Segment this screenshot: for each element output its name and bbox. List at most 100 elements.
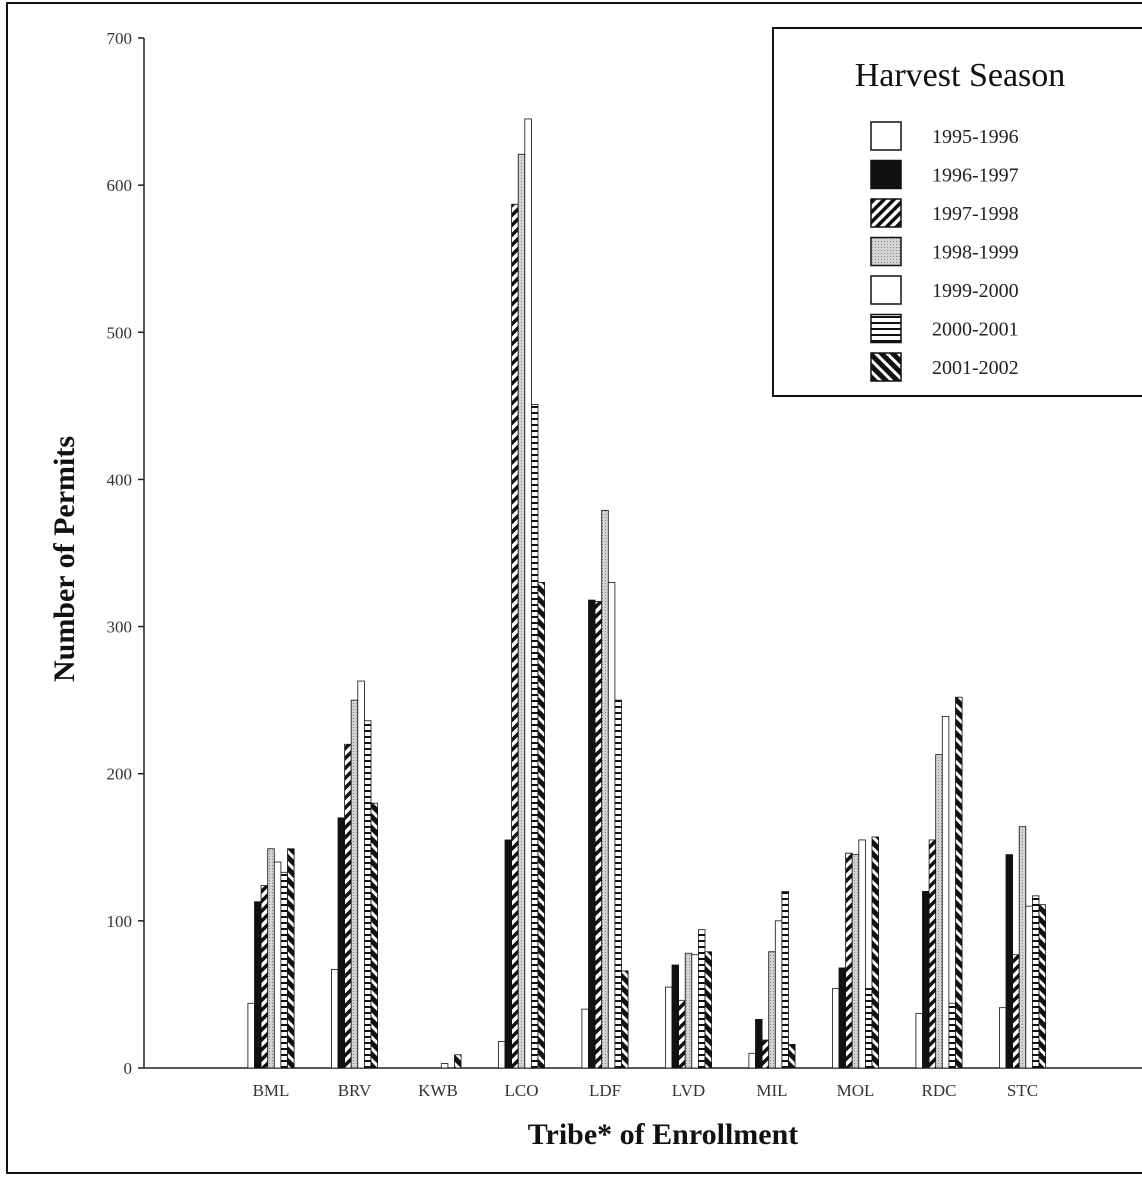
legend-items: 1995-1996 1996-1997 1997-1998 1998-1999 1999… [870,121,1019,382]
x-axis-ticks: BML BRV KWB LCO LDF LVD MIL MOL RDC STC [253,1081,1039,1100]
y-tick-label: 700 [107,29,133,48]
bar-mol-1997-1998 [845,852,853,1069]
x-axis-title: Tribe* of Enrollment [528,1118,799,1151]
y-axis-ticks: 0 100 200 300 400 500 600 700 [107,29,144,1078]
legend-label: 1999-2000 [932,280,1019,302]
bar-rdc-2001-2002 [955,696,963,1069]
bar-mil-1996-1997 [755,1019,763,1069]
bar-mil-2000-2001 [781,891,789,1069]
bar-mil-1999-2000 [774,920,783,1069]
bar-rdc-1996-1997 [922,891,930,1069]
bar-stc-1999-2000 [1025,905,1033,1069]
x-tick-label: RDC [922,1081,957,1100]
bar-lvd-2000-2001 [698,929,706,1069]
bar-kwb-1999-2000 [440,1063,449,1069]
legend-label: 2000-2001 [932,319,1019,341]
bar-rdc-1997-1998 [928,839,937,1069]
legend-label: 1997-1998 [932,203,1019,225]
legend-swatch [870,159,902,190]
bar-mil-1997-1998 [761,1039,770,1069]
bar-mol-2001-2002 [871,836,879,1069]
legend-swatch [870,121,902,151]
bar-bml-1997-1998 [260,885,269,1069]
bar-lvd-2001-2002 [704,951,712,1069]
bar-bml-1999-2000 [273,861,282,1069]
y-tick-label: 200 [107,765,133,784]
bar-ldf-1998-1999 [601,509,609,1069]
bar-bml-1998-1999 [267,848,275,1069]
y-axis-title: Number of Permits [48,436,81,682]
plot-area: 0 100 200 300 400 500 600 700 BML BRV KWB LCO LDF LV… [107,29,1142,1100]
bar-mol-1999-2000 [858,839,866,1069]
legend-swatch [870,198,902,228]
legend-swatch [870,313,902,344]
bar-brv-1995-1996 [330,969,339,1069]
bar-ldf-1996-1997 [588,599,596,1069]
bar-brv-1999-2000 [357,680,365,1069]
bar-brv-2001-2002 [370,802,378,1069]
bar-brv-1996-1997 [337,817,345,1069]
bar-lvd-1995-1996 [665,986,673,1069]
bar-brv-1997-1998 [344,743,352,1069]
bar-lco-1997-1998 [511,203,519,1069]
legend-swatch [870,236,902,267]
bar-mol-1995-1996 [832,988,840,1069]
bar-lco-2000-2001 [531,403,539,1069]
bar-mil-1998-1999 [768,951,776,1069]
bar-lco-1998-1999 [517,153,526,1069]
bar-mil-2001-2002 [788,1044,796,1069]
bar-lvd-1996-1997 [671,964,679,1069]
bar-bml-1996-1997 [254,901,262,1069]
bar-rdc-1995-1996 [915,1013,923,1069]
bar-rdc-1998-1999 [935,754,943,1069]
bar-brv-2000-2001 [363,720,372,1069]
x-tick-label: MOL [837,1081,875,1100]
bar-mol-2000-2001 [865,988,873,1069]
bar-mol-1998-1999 [851,854,860,1069]
bar-ldf-1995-1996 [581,1008,589,1069]
bar-mil-1995-1996 [748,1052,756,1069]
legend-label: 2001-2002 [932,357,1019,379]
bar-lvd-1998-1999 [684,952,693,1069]
chart-frame: 0 100 200 300 400 500 600 700 BML BRV KWB LCO LDF LV… [6,2,1142,1174]
bar-lco-2001-2002 [537,582,545,1069]
y-tick-label: 600 [107,176,133,195]
bar-lco-1999-2000 [524,118,532,1069]
bar-stc-2000-2001 [1032,895,1040,1069]
x-tick-label: LVD [672,1081,705,1100]
bar-mol-1996-1997 [838,967,846,1069]
chart: 0 100 200 300 400 500 600 700 BML BRV KWB LCO LDF LV… [48,27,1142,1151]
bar-rdc-1999-2000 [941,715,950,1069]
bar-bml-1995-1996 [247,1002,255,1069]
bar-kwb-2001-2002 [454,1054,462,1069]
legend-box [772,27,1142,397]
legend-swatch [870,275,902,305]
y-tick-label: 300 [107,618,133,637]
x-tick-label: MIL [756,1081,787,1100]
x-tick-label: KWB [418,1081,458,1100]
bar-lco-1996-1997 [504,839,512,1069]
bar-brv-1998-1999 [350,699,359,1069]
x-tick-label: STC [1007,1081,1038,1100]
bar-group [247,118,1046,1069]
legend-label: 1995-1996 [932,126,1019,148]
bar-stc-1996-1997 [1005,854,1013,1069]
bar-stc-2001-2002 [1038,904,1046,1069]
bar-stc-1998-1999 [1018,826,1027,1069]
bar-ldf-2000-2001 [614,699,622,1069]
legend-label: 1996-1997 [932,165,1019,187]
legend: Harvest Season 1995-1996 1996-1997 1997-19… [772,27,1142,397]
bar-lvd-1997-1998 [678,999,686,1069]
bar-bml-2000-2001 [280,871,288,1069]
bar-lco-1995-1996 [497,1041,506,1069]
bar-stc-1997-1998 [1012,954,1020,1069]
legend-label: 1998-1999 [932,242,1019,264]
y-tick-label: 0 [124,1059,133,1078]
bar-bml-2001-2002 [287,848,295,1069]
y-tick-label: 400 [107,470,133,489]
bar-ldf-1997-1998 [594,601,603,1069]
bar-rdc-2000-2001 [948,1002,956,1069]
bar-stc-1995-1996 [999,1007,1007,1069]
y-tick-label: 100 [107,912,133,931]
x-tick-label: LDF [589,1081,621,1100]
